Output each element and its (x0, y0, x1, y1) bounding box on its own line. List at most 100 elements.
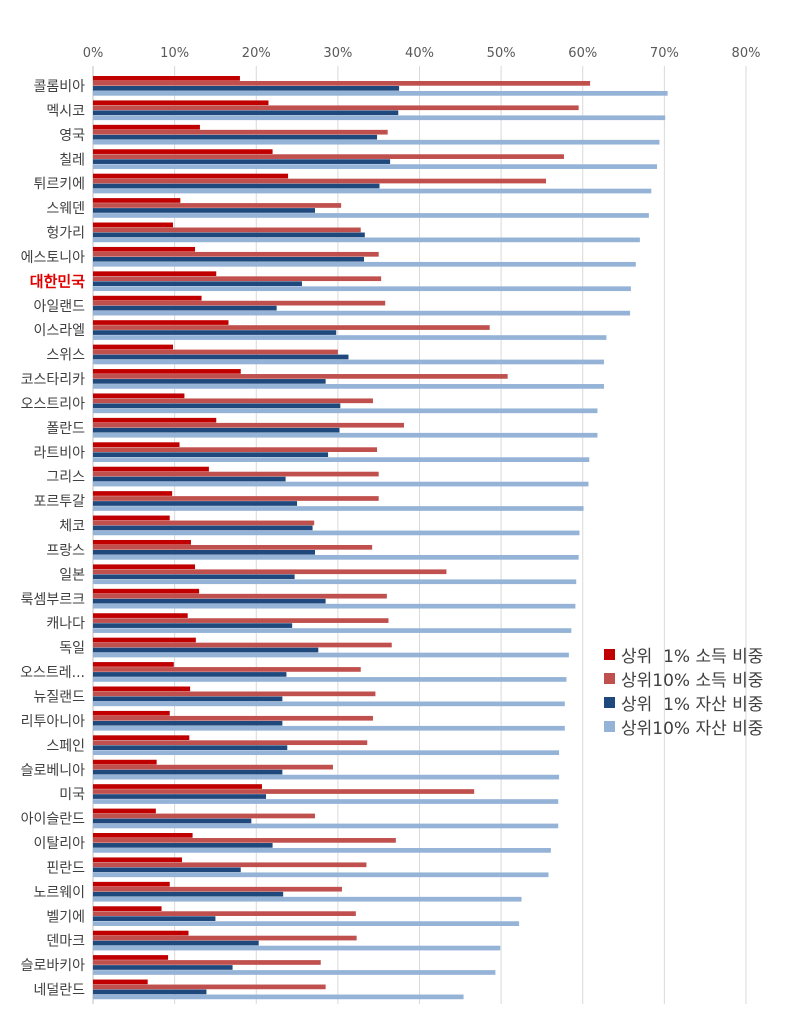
bar (93, 549, 316, 555)
bar (93, 799, 559, 804)
legend: 상위 1% 소득 비중 상위10% 소득 비중 상위 1% 자산 비중 상위10… (604, 642, 764, 739)
bar (93, 759, 157, 765)
bar (93, 442, 180, 447)
category-label: 콜롬비아 (33, 79, 85, 95)
bar (93, 833, 193, 838)
category-label: 이탈리아 (33, 836, 85, 852)
category-label: 슬로바키아 (21, 958, 86, 974)
bar (93, 862, 367, 868)
bar (93, 867, 241, 873)
bar (93, 935, 357, 941)
bar (93, 281, 302, 287)
bar (93, 515, 170, 521)
category-label: 네덜란드 (33, 983, 85, 999)
category-label: 칠레 (59, 152, 85, 168)
bar (93, 432, 598, 438)
bar (93, 237, 640, 243)
bar (93, 344, 173, 350)
category-label: 대한민국 (30, 272, 85, 290)
bar (93, 86, 400, 91)
bar (93, 374, 508, 379)
bar (93, 481, 589, 487)
bar (93, 813, 316, 819)
bar (93, 720, 283, 726)
bar (93, 408, 598, 414)
category-label: 룩셈부르크 (21, 592, 86, 608)
x-tick-label: 0% (83, 46, 104, 61)
bar (93, 955, 169, 960)
bar (93, 725, 565, 731)
bar (93, 149, 273, 154)
bar (93, 677, 567, 682)
bar (93, 896, 522, 902)
bar (93, 691, 376, 697)
bar (93, 588, 200, 594)
bar (93, 335, 607, 340)
bar (93, 544, 373, 550)
bar (93, 246, 196, 252)
bar (93, 183, 380, 189)
category-label: 노르웨이 (33, 885, 85, 901)
bar (93, 769, 283, 775)
bar (93, 203, 342, 208)
bar (93, 261, 636, 267)
bar (93, 154, 564, 159)
category-label: 캐나다 (46, 616, 85, 632)
bar (93, 379, 326, 384)
bar (93, 188, 652, 194)
category-label: 이스라엘 (33, 323, 85, 339)
category-label: 스위스 (46, 348, 85, 364)
bar (93, 881, 170, 887)
bar (93, 921, 520, 926)
bar (93, 848, 551, 853)
bar (93, 784, 262, 789)
category-label: 포르투갈 (33, 494, 85, 510)
bar (93, 628, 572, 633)
bar (93, 530, 580, 536)
bar (93, 593, 387, 599)
bar (93, 403, 341, 409)
bar (93, 384, 604, 389)
bar (93, 310, 631, 316)
bar (93, 393, 185, 399)
bar (93, 452, 329, 457)
bar (93, 251, 379, 257)
bar (93, 305, 277, 311)
bar (93, 745, 288, 751)
bar (93, 300, 386, 306)
category-label: 폴란드 (46, 421, 85, 437)
bar (93, 422, 404, 428)
x-tick-label: 30% (323, 46, 352, 61)
bar (93, 652, 569, 658)
bar (93, 554, 579, 560)
bar (93, 369, 241, 374)
legend-item-top10-wealth: 상위10% 자산 비중 (604, 714, 763, 739)
legend-swatch (604, 672, 615, 684)
category-label: 헝가리 (46, 226, 85, 242)
bar (93, 271, 217, 277)
bar (93, 164, 658, 169)
bar (93, 984, 326, 990)
category-label: 독일 (59, 641, 85, 657)
bar (93, 598, 326, 604)
bar (93, 295, 202, 301)
x-tick-label: 60% (568, 46, 597, 61)
bar (93, 76, 240, 81)
bar (93, 637, 196, 643)
category-label: 그리스 (46, 470, 85, 486)
legend-label: 상위 1% 자산 비중 (621, 694, 764, 715)
category-label: 벨기에 (46, 909, 85, 925)
bar (93, 466, 209, 472)
bar (93, 564, 196, 570)
bar (93, 603, 576, 609)
category-label: 미국 (59, 787, 85, 803)
category-label: 아일랜드 (33, 299, 85, 315)
category-label: 슬로베니아 (21, 763, 86, 779)
bar (93, 398, 373, 404)
category-label: 일본 (59, 567, 85, 583)
bar (93, 906, 162, 911)
legend-label: 상위10% 소득 비중 (621, 670, 764, 691)
legend-item-top1-wealth: 상위 1% 자산 비중 (604, 690, 764, 715)
bar (93, 735, 190, 741)
